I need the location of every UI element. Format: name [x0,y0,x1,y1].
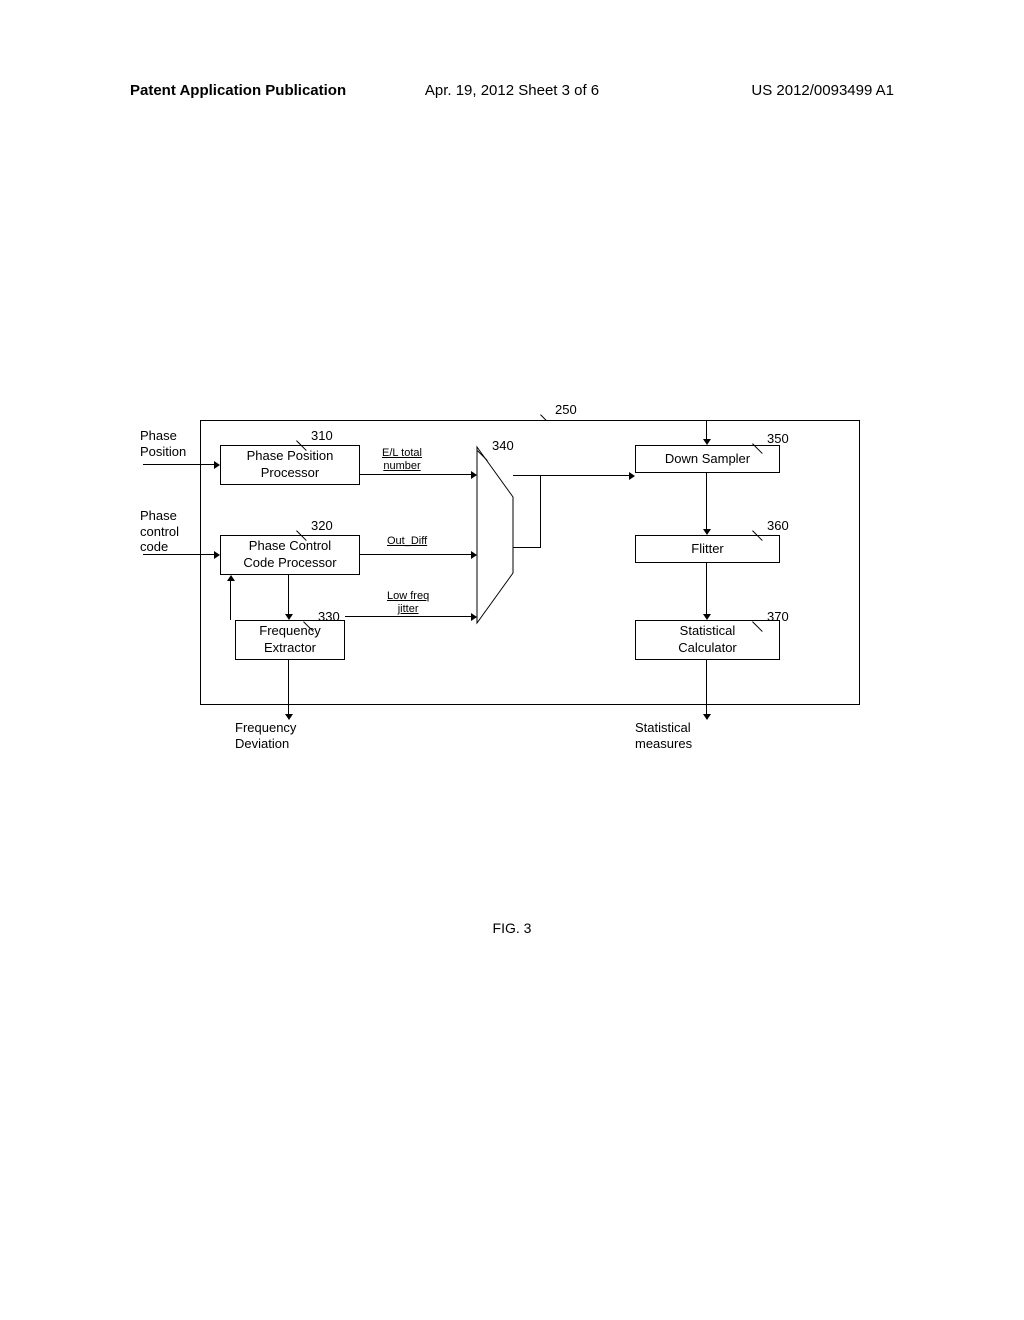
arrowhead-330-320 [227,575,235,581]
block-310-label: Phase Position Processor [247,448,334,482]
block-360-label: Flitter [691,541,724,558]
header-left: Patent Application Publication [130,82,346,99]
arrow-320-mux [360,554,471,555]
arrowhead-360-370 [703,614,711,620]
block-phase-position-processor: Phase Position Processor [220,445,360,485]
header-right: US 2012/0093499 A1 [751,82,894,99]
arrowhead-330-out [285,714,293,720]
arrowhead-370-out [703,714,711,720]
block-350-label: Down Sampler [665,451,750,468]
arrow-mux-350 [513,475,629,476]
diagram-container: 250 Phase Position Phase control code Ph… [140,395,860,735]
input-phase-control: Phase control code [140,508,179,555]
arrowhead-in-320 [214,551,220,559]
block-320-label: Phase Control Code Processor [243,538,336,572]
page-header: Patent Application Publication Apr. 19, … [0,82,1024,99]
arrow-350-360 [706,473,707,529]
arrow-in-320 [143,554,214,555]
output-stat-measures: Statistical measures [635,720,692,751]
arrow-top-350 [706,420,707,439]
output-freq-dev: Frequency Deviation [235,720,296,751]
mux-340 [475,445,515,625]
arrowhead-top-350 [703,439,711,445]
input-phase-position: Phase Position [140,428,186,459]
arrow-370-out [706,660,707,714]
arrow-330-320 [230,581,231,620]
arrow-330-out [288,660,289,714]
arrowhead-mux-350 [629,472,635,480]
block-filter: Flitter [635,535,780,563]
arrow-mux-branch-h [513,547,541,548]
header-center: Apr. 19, 2012 Sheet 3 of 6 [425,82,599,99]
signal-low-freq: Low freq jitter [387,590,429,616]
arrowhead-320-330 [285,614,293,620]
block-phase-control-processor: Phase Control Code Processor [220,535,360,575]
arrow-330-mux [345,616,471,617]
arrow-320-330 [288,575,289,614]
arrow-360-370 [706,563,707,614]
block-370-label: Statistical Calculator [678,623,737,657]
signal-out-diff: Out_Diff [387,535,427,548]
arrowhead-in-310 [214,461,220,469]
arrowhead-310-mux [471,471,477,479]
arrow-in-310 [143,464,214,465]
signal-el-total: E/L total number [382,447,422,473]
figure-label: FIG. 3 [493,920,532,936]
arrowhead-330-mux [471,613,477,621]
arrowhead-350-360 [703,529,711,535]
arrow-mux-branch-v [540,475,541,547]
arrowhead-320-mux [471,551,477,559]
arrow-310-mux [360,474,471,475]
block-frequency-extractor: Frequency Extractor [235,620,345,660]
